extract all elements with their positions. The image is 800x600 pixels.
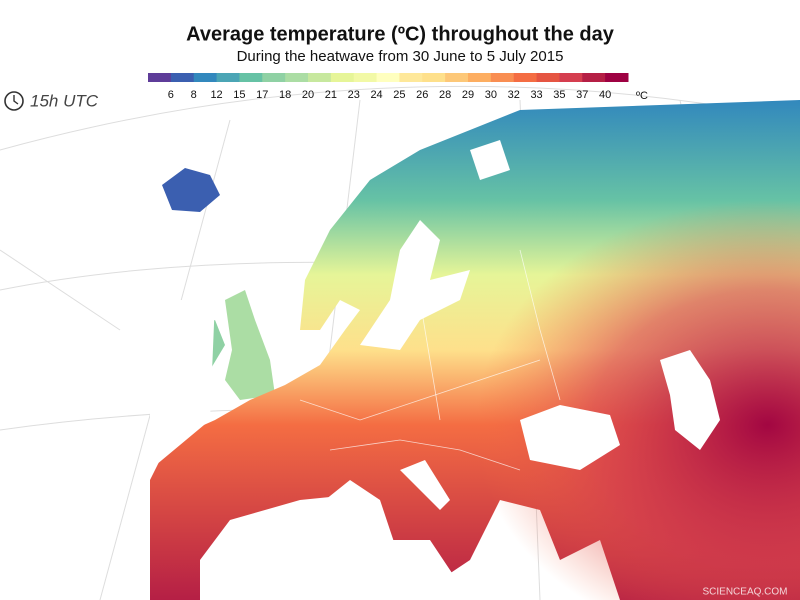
atlantic	[150, 300, 215, 470]
subtitle: During the heatwave from 30 June to 5 Ju…	[237, 48, 564, 65]
legend-swatch	[170, 73, 195, 82]
legend-label: 17	[256, 89, 268, 101]
legend-label: 24	[370, 89, 382, 101]
legend-label: 26	[416, 89, 428, 101]
legend-label: 40	[599, 89, 611, 101]
baltic-sea	[360, 220, 470, 350]
legend-label: 29	[462, 89, 474, 101]
legend-swatch	[490, 73, 515, 82]
legend-label: 32	[508, 89, 520, 101]
mediterranean-sea	[200, 495, 470, 600]
legend-label: 25	[393, 89, 405, 101]
legend-swatch	[513, 73, 538, 82]
legend-swatch	[399, 73, 423, 82]
legend-swatch	[445, 73, 469, 82]
watermark: SCIENCEAQ.COM	[702, 587, 787, 598]
legend-swatch	[422, 73, 446, 82]
legend-label: 37	[576, 89, 588, 101]
legend-unit: ºC	[636, 90, 648, 102]
land	[150, 100, 800, 600]
legend-swatch	[193, 73, 218, 82]
legend-label: 6	[168, 89, 174, 101]
seas	[150, 140, 720, 600]
legend-swatch	[605, 73, 629, 82]
clock-hands	[13, 95, 19, 105]
legend-label: 23	[348, 89, 360, 101]
legend-swatch	[216, 73, 240, 82]
legend-swatch	[239, 73, 263, 82]
legend-swatch	[582, 73, 606, 82]
white-sea	[470, 140, 510, 180]
title: Average temperature (ºC) throughout the …	[186, 23, 615, 45]
legend-swatch	[285, 73, 309, 82]
time-label: 15h UTC	[30, 91, 99, 110]
legend-label: 8	[191, 89, 197, 101]
legend-label: 12	[210, 89, 222, 101]
legend: 6 8 12 15 17 18 20 21 23 24 25 26 28 29 30 32 33 35 37 40	[148, 73, 629, 101]
legend-swatch	[536, 73, 560, 82]
legend-swatch	[308, 73, 332, 82]
clock-icon	[4, 91, 24, 111]
legend-swatch	[148, 73, 172, 82]
legend-swatch	[559, 73, 583, 82]
legend-label: 35	[553, 89, 565, 101]
black-sea	[520, 405, 620, 470]
legend-label: 28	[439, 89, 451, 101]
legend-label: 21	[325, 89, 337, 101]
legend-label: 33	[530, 89, 542, 101]
caspian-sea	[660, 350, 720, 450]
legend-swatch	[330, 73, 355, 82]
legend-swatch	[262, 73, 286, 82]
legend-swatch	[468, 73, 492, 82]
adriatic-sea	[400, 460, 450, 510]
legend-label: 18	[279, 89, 291, 101]
borders	[299, 249, 561, 471]
legend-label: 30	[485, 89, 497, 101]
legend-swatch	[376, 73, 400, 82]
legend-swatch	[353, 73, 378, 82]
legend-label: 15	[233, 89, 245, 101]
legend-label: 20	[302, 89, 314, 101]
